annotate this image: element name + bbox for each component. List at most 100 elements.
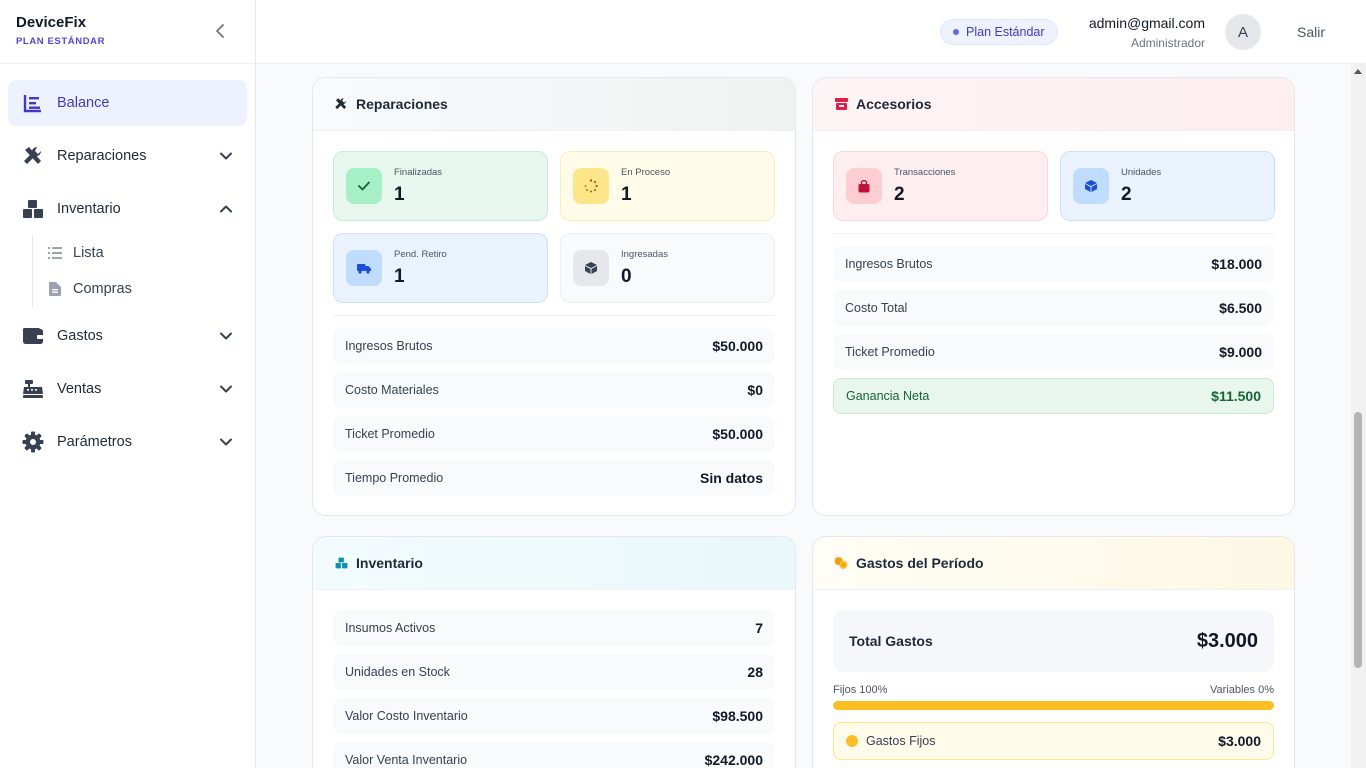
metric-row: Ingresos Brutos $18.000 bbox=[833, 246, 1274, 282]
metric-row: Valor Venta Inventario $242.000 bbox=[333, 742, 775, 768]
avatar[interactable]: A bbox=[1225, 14, 1261, 50]
chevron-up-icon bbox=[219, 202, 233, 216]
tools-icon bbox=[334, 97, 348, 111]
expense-split-labels: Fijos 100% Variables 0% bbox=[833, 684, 1274, 696]
stats-grid: Finalizadas 1 En Proceso 1 Pend. Retir bbox=[333, 151, 775, 316]
sidebar-item-label: Inventario bbox=[57, 201, 121, 217]
metric-value: Sin datos bbox=[699, 470, 763, 486]
sidebar-item-ventas[interactable]: Ventas bbox=[8, 366, 247, 412]
stat-label: Unidades bbox=[1121, 166, 1162, 178]
metric-row: Ticket Promedio $50.000 bbox=[333, 416, 775, 452]
user-email: admin@gmail.com bbox=[1088, 15, 1205, 31]
sidebar-item-label: Balance bbox=[57, 95, 110, 111]
brand: DeviceFix PLAN ESTÁNDAR bbox=[0, 0, 255, 64]
metric-label: Costo Materiales bbox=[345, 383, 439, 397]
stat-label: Transacciones bbox=[894, 166, 956, 178]
metrics-list: Insumos Activos 7 Unidades en Stock 28 Val… bbox=[333, 610, 775, 768]
reparaciones-card: Reparaciones Finalizadas 1 En Proceso 1 bbox=[312, 77, 796, 516]
metric-value: $18.000 bbox=[1211, 256, 1262, 272]
boxes-icon bbox=[334, 556, 348, 570]
metric-label: Ganancia Neta bbox=[846, 389, 930, 403]
stat-ingresadas: Ingresadas 0 bbox=[560, 233, 775, 303]
scroll-thumb[interactable] bbox=[1354, 412, 1362, 668]
store-icon bbox=[834, 97, 848, 111]
stat-transacciones: Transacciones 2 bbox=[833, 151, 1048, 221]
metric-label: Insumos Activos bbox=[345, 621, 436, 635]
box-icon bbox=[573, 250, 609, 286]
sidebar-nav: Balance Reparaciones Inventario bbox=[0, 64, 255, 488]
coins-icon bbox=[834, 556, 848, 570]
fixed-expenses-label: Gastos Fijos bbox=[866, 734, 936, 748]
sidebar-item-inventario[interactable]: Inventario bbox=[8, 186, 247, 232]
stat-value: 0 bbox=[621, 265, 632, 287]
variable-percent-label: Variables 0% bbox=[1210, 684, 1274, 696]
total-expenses-label: Total Gastos bbox=[849, 633, 933, 649]
stat-value: 1 bbox=[394, 183, 405, 205]
scrollbar[interactable] bbox=[1351, 64, 1366, 768]
metric-label: Ticket Promedio bbox=[345, 427, 435, 441]
metric-row: Unidades en Stock 28 bbox=[333, 654, 775, 690]
metric-value: $11.500 bbox=[1211, 388, 1261, 404]
chevron-down-icon bbox=[219, 149, 233, 163]
fixed-expenses-row: Gastos Fijos $3.000 bbox=[833, 722, 1274, 760]
sidebar-item-reparaciones[interactable]: Reparaciones bbox=[8, 133, 247, 179]
stat-label: En Proceso bbox=[621, 166, 671, 178]
metric-label: Valor Costo Inventario bbox=[345, 709, 468, 723]
card-header: Inventario bbox=[313, 537, 795, 590]
chart-bar-icon bbox=[20, 92, 46, 114]
sidebar-item-label: Gastos bbox=[57, 328, 103, 344]
metric-value: $6.500 bbox=[1219, 300, 1262, 316]
sidebar-item-balance[interactable]: Balance bbox=[8, 80, 247, 126]
cash-register-icon bbox=[20, 378, 46, 400]
sidebar-item-label: Reparaciones bbox=[57, 148, 147, 164]
scroll-up-arrow-icon[interactable] bbox=[1354, 69, 1362, 74]
sidebar-item-gastos[interactable]: Gastos bbox=[8, 313, 247, 359]
card-title: Inventario bbox=[356, 555, 423, 571]
sidebar-subitem-lista[interactable]: Lista bbox=[47, 235, 247, 271]
card-title: Accesorios bbox=[856, 96, 932, 112]
fixed-expenses-value: $3.000 bbox=[1218, 733, 1261, 749]
truck-icon bbox=[346, 250, 382, 286]
expense-split-bar bbox=[833, 701, 1274, 710]
stat-label: Pend. Retiro bbox=[394, 248, 447, 260]
sidebar-subitem-label: Lista bbox=[73, 245, 104, 261]
metric-value: 7 bbox=[755, 620, 763, 636]
accesorios-card: Accesorios Transacciones 2 Unidades 2 bbox=[812, 77, 1295, 516]
box-icon bbox=[1073, 168, 1109, 204]
metric-value: $50.000 bbox=[712, 338, 763, 354]
metric-row: Tiempo Promedio Sin datos bbox=[333, 460, 775, 496]
inventario-submenu: Lista Compras bbox=[32, 235, 247, 307]
metric-value: $9.000 bbox=[1219, 344, 1262, 360]
stat-value: 2 bbox=[894, 183, 905, 205]
stat-value: 1 bbox=[621, 183, 632, 205]
list-icon bbox=[47, 245, 63, 261]
spinner-icon bbox=[573, 168, 609, 204]
sidebar-item-label: Ventas bbox=[57, 381, 102, 397]
metric-label: Tiempo Promedio bbox=[345, 471, 444, 485]
gear-icon bbox=[20, 431, 46, 453]
stat-label: Ingresadas bbox=[621, 248, 669, 260]
metric-label: Ingresos Brutos bbox=[845, 257, 933, 271]
sidebar: DeviceFix PLAN ESTÁNDAR Balance Reparaci… bbox=[0, 0, 256, 768]
inventario-card: Inventario Insumos Activos 7 Unidades en … bbox=[312, 536, 796, 768]
metric-label: Ingresos Brutos bbox=[345, 339, 433, 353]
shopping-bag-icon bbox=[846, 168, 882, 204]
total-expenses-box: Total Gastos $3.000 bbox=[833, 610, 1274, 672]
metric-value: $0 bbox=[747, 382, 763, 398]
top-header: Plan Estándar admin@gmail.com Administra… bbox=[256, 0, 1366, 64]
metrics-list: Ingresos Brutos $50.000 Costo Materiales $… bbox=[333, 328, 775, 496]
brand-name: DeviceFix bbox=[16, 14, 87, 31]
yellow-dot-icon bbox=[846, 735, 858, 747]
metric-row: Insumos Activos 7 bbox=[333, 610, 775, 646]
plan-badge-label: Plan Estándar bbox=[966, 25, 1045, 39]
metric-row: Ingresos Brutos $50.000 bbox=[333, 328, 775, 364]
sidebar-subitem-compras[interactable]: Compras bbox=[47, 271, 247, 307]
metric-value: $50.000 bbox=[712, 426, 763, 442]
card-header: Accesorios bbox=[813, 78, 1294, 131]
metric-row: Costo Total $6.500 bbox=[833, 290, 1274, 326]
stat-unidades: Unidades 2 bbox=[1060, 151, 1275, 221]
collapse-sidebar-icon[interactable] bbox=[213, 22, 227, 40]
sidebar-item-parametros[interactable]: Parámetros bbox=[8, 419, 247, 465]
logout-button[interactable]: Salir bbox=[1297, 24, 1326, 40]
metric-row: Ticket Promedio $9.000 bbox=[833, 334, 1274, 370]
